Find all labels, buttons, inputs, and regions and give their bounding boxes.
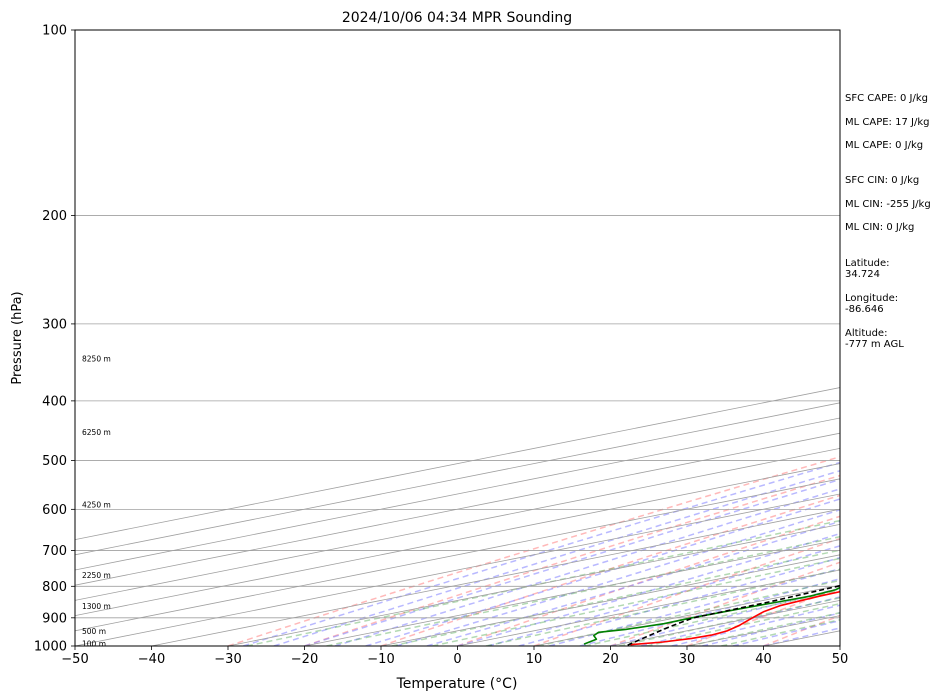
y-tick-label: 300 [42,317,67,332]
mixing-ratio-line [246,519,840,646]
mixing-ratio-line [391,549,840,646]
temperature-profile-line [630,590,840,646]
dry-adiabat-line [227,456,840,646]
isotherm-line [75,387,840,541]
isotherm-line [304,539,840,646]
x-tick-label: −10 [367,652,394,667]
isotherm-line [151,508,840,646]
isotherm-line [227,523,840,646]
x-tick-label: 30 [679,652,696,667]
isotherm-line [75,463,840,617]
stat-text: ML CIN: 0 J/kg [845,222,915,234]
stat-text: ML CAPE: 17 J/kg [845,116,930,128]
height-label: 4250 m [82,500,111,509]
isotherm-line [75,402,840,556]
height-label: 2250 m [82,571,111,580]
y-tick-label: 900 [42,611,67,626]
moist-adiabat-line [487,545,840,646]
y-tick-label: 1000 [34,640,67,655]
height-labels: 100 m 500 m 1300 m 2250 m 4250 m 6250 m 8250 m [82,354,111,648]
x-tick-label: −30 [214,652,241,667]
y-tick-label: 400 [42,394,67,409]
y-tick-label: 600 [42,503,67,518]
stat-text: Longitude: -86.646 [845,292,899,315]
y-tick-label: 700 [42,544,67,559]
x-tick-label: −40 [138,652,165,667]
x-tick-label: 0 [453,652,461,667]
stat-text: SFC CAPE: 0 J/kg [845,93,928,104]
moist-adiabat-line [304,478,840,646]
isotherm-line [75,478,840,632]
y-tick-label: 100 [42,24,67,39]
mixing-ratio-line [688,611,840,646]
x-axis: −50 −40 −30 −20 −10 0 10 20 30 40 50 [61,646,848,667]
stat-text: Altitude: -777 m AGL [845,328,904,350]
moist-adiabat-line [579,578,840,646]
stat-text: ML CIN: -255 J/kg [845,198,931,210]
moist-adiabat-line [396,508,840,646]
isotherm-line [75,417,840,571]
y-tick-label: 200 [42,209,67,224]
stat-text: ML CAPE: 0 J/kg [845,140,924,151]
background-lines [75,30,840,646]
x-tick-label: 50 [832,652,849,667]
y-axis-label: Pressure (hPa) [10,291,25,384]
height-label: 8250 m [82,354,111,363]
y-tick-label: 800 [42,580,67,595]
x-tick-label: 40 [755,652,772,667]
dry-adiabat-line [304,474,840,646]
moist-adiabat-line [426,520,840,646]
x-tick-label: 20 [602,652,619,667]
mixing-ratio-line [537,579,840,646]
height-label: 500 m [82,627,106,636]
dewpoint-profile-line [583,586,840,645]
x-tick-label: −20 [291,652,318,667]
isotherm-line [75,447,840,601]
mixing-ratio-line [584,589,840,646]
moist-adiabat-line [273,469,840,646]
profile-lines [583,584,840,646]
x-axis-label: Temperature (°C) [396,676,518,692]
dry-adiabat-line [380,494,840,646]
y-tick-label: 500 [42,454,67,469]
stat-text: SFC CIN: 0 J/kg [845,175,920,187]
moist-adiabat-line [640,596,840,646]
dry-adiabat-line [533,537,840,646]
x-tick-label: −50 [61,652,88,667]
isotherm-line [75,432,840,586]
chart-title: 2024/10/06 04:34 MPR Sounding [342,10,572,26]
mixing-ratio-line [326,535,840,646]
height-label: 6250 m [82,428,111,437]
x-tick-label: 10 [526,652,543,667]
mixing-ratio-line [721,618,840,646]
mixing-ratio-line [619,596,840,646]
moist-adiabat-line [243,461,840,646]
stat-text: Latitude: 34.724 [845,257,890,280]
isotherm-line [75,493,840,646]
height-label: 100 m [82,640,106,649]
y-axis: 100 200 300 400 500 600 700 800 900 1000 [34,24,75,655]
height-label: 1300 m [82,602,111,611]
moist-adiabat-line [549,567,840,646]
